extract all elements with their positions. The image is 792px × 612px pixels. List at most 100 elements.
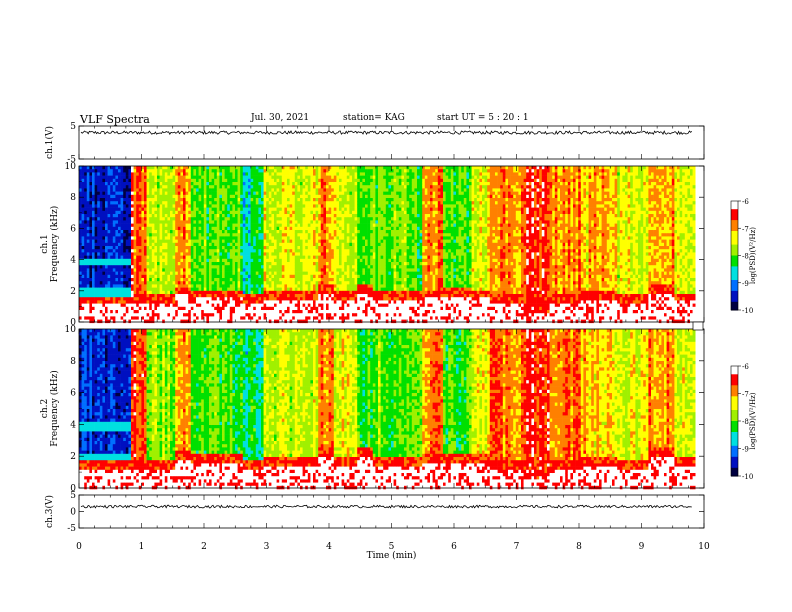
spectrogram-cell (279, 291, 282, 295)
spectrogram-cell (266, 233, 269, 237)
spectrogram-cell (316, 307, 319, 311)
spectrogram-cell (300, 172, 303, 176)
spectrogram-cell (204, 310, 207, 314)
spectrogram-cell (157, 224, 160, 228)
spectrogram-cell (264, 281, 267, 285)
spectrogram-cell (97, 211, 100, 215)
spectrogram-cell (274, 252, 277, 256)
spectrogram-cell (230, 176, 233, 180)
spectrogram-cell (219, 176, 222, 180)
spectrogram-cell (201, 211, 204, 215)
spectrogram-cell (170, 169, 173, 173)
spectrogram-cell (308, 281, 311, 285)
spectrogram-cell (134, 233, 137, 237)
spectrogram-cell (261, 252, 264, 256)
spectrogram-cell (243, 195, 246, 199)
spectrogram-cell (126, 243, 129, 247)
spectrogram-cell (139, 284, 142, 288)
spectrogram-cell (323, 304, 326, 308)
spectrogram-cell (193, 304, 196, 308)
spectrogram-cell (212, 220, 215, 224)
spectrogram-cell (313, 291, 316, 295)
spectrogram-cell (191, 227, 194, 231)
spectrogram-cell (300, 265, 303, 269)
spectrogram-cell (258, 201, 261, 205)
spectrogram-cell (331, 320, 334, 324)
spectrogram-cell (295, 243, 298, 247)
spectrogram-cell (256, 268, 259, 272)
spectrogram-cell (108, 208, 111, 212)
spectrogram-cell (290, 294, 293, 298)
spectrogram-cell (277, 268, 280, 272)
spectrogram-cell (97, 281, 100, 285)
spectrogram-cell (170, 265, 173, 269)
spectrogram-cell (152, 304, 155, 308)
spectrogram-cell (152, 192, 155, 196)
spectrogram-cell (329, 243, 332, 247)
spectrogram-cell (313, 220, 316, 224)
spectrogram-cell (217, 313, 220, 317)
spectrogram-cell (331, 233, 334, 237)
spectrogram-cell (331, 236, 334, 240)
spectrogram-cell (180, 304, 183, 308)
spectrogram-cell (227, 316, 230, 320)
spectrogram-cell (334, 256, 337, 260)
spectrogram-cell (290, 188, 293, 192)
spectrogram-cell (240, 208, 243, 212)
spectrogram-cell (134, 246, 137, 250)
spectrogram-cell (329, 246, 332, 250)
spectrogram-cell (300, 214, 303, 218)
spectrogram-cell (261, 243, 264, 247)
spectrogram-cell (287, 262, 290, 266)
spectrogram-cell (154, 275, 157, 279)
spectrogram-cell (256, 243, 259, 247)
spectrogram-cell (188, 236, 191, 240)
spectrogram-cell (89, 259, 92, 263)
spectrogram-cell (297, 198, 300, 202)
spectrogram-cell (316, 281, 319, 285)
spectrogram-cell (209, 265, 212, 269)
spectrogram-cell (264, 275, 267, 279)
spectrogram-cell (295, 220, 298, 224)
spectrogram-cell (235, 227, 238, 231)
spectrogram-cell (209, 262, 212, 266)
spectrogram-cell (303, 176, 306, 180)
spectrogram-cell (162, 294, 165, 298)
spectrogram-cell (118, 281, 121, 285)
spectrogram-cell (258, 249, 261, 253)
spectrogram-cell (235, 198, 238, 202)
spectrogram-cell (297, 307, 300, 311)
spectrogram-cell (136, 214, 139, 218)
spectrogram-cell (243, 220, 246, 224)
spectrogram-cell (160, 313, 163, 317)
spectrogram-cell (89, 307, 92, 311)
spectrogram-cell (84, 224, 87, 228)
spectrogram-cell (97, 320, 100, 324)
spectrogram-cell (154, 214, 157, 218)
spectrogram-cell (222, 211, 225, 215)
spectrogram-cell (209, 316, 212, 320)
spectrogram-cell (313, 217, 316, 221)
spectrogram-cell (295, 188, 298, 192)
spectrogram-cell (196, 320, 199, 324)
spectrogram-cell (113, 297, 116, 301)
spectrogram-cell (232, 195, 235, 199)
spectrogram-cell (118, 208, 121, 212)
spectrogram-cell (160, 310, 163, 314)
spectrogram-cell (245, 243, 248, 247)
spectrogram-cell (128, 211, 131, 215)
spectrogram-cell (84, 217, 87, 221)
spectrogram-cell (173, 195, 176, 199)
spectrogram-cell (115, 272, 118, 276)
spectrogram-cell (212, 233, 215, 237)
spectrogram-cell (310, 185, 313, 189)
spectrogram-cell (160, 166, 163, 170)
spectrogram-cell (209, 230, 212, 234)
spectrogram-cell (251, 188, 254, 192)
spectrogram-cell (178, 313, 181, 317)
spectrogram-cell (295, 214, 298, 218)
spectrogram-cell (258, 275, 261, 279)
spectrogram-cell (225, 284, 228, 288)
spectrogram-cell (157, 249, 160, 253)
spectrogram-cell (87, 233, 90, 237)
